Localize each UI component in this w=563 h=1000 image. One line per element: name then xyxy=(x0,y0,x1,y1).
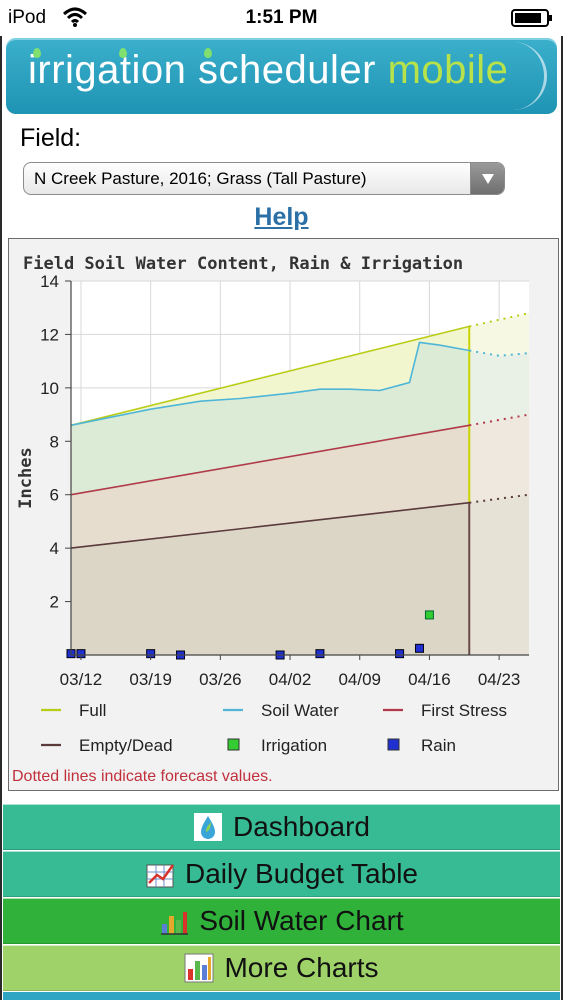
x-tick-label: 03/12 xyxy=(60,670,103,689)
chart-title: Field Soil Water Content, Rain & Irrigat… xyxy=(23,254,463,274)
more-charts-button[interactable]: More Charts xyxy=(3,945,560,991)
legend-swatch xyxy=(227,738,240,751)
band-full-to-soil xyxy=(71,326,470,426)
empty-dead-forecast-line xyxy=(469,493,530,504)
empty-dead-line xyxy=(70,501,470,549)
field-select-value: N Creek Pasture, 2016; Grass (Tall Pastu… xyxy=(34,169,367,188)
banner-swoosh xyxy=(507,42,547,110)
field-label: Field: xyxy=(20,124,82,152)
x-tick-label: 03/19 xyxy=(129,670,172,689)
soil-water-chart-button[interactable]: Soil Water Chart xyxy=(3,898,560,944)
app-title: irrigation scheduler mobile xyxy=(28,48,508,93)
app-banner: irrigation scheduler mobile xyxy=(6,38,557,114)
rain-marker xyxy=(414,643,424,653)
x-tick-label: 03/26 xyxy=(199,670,242,689)
bottom-strip xyxy=(3,992,560,1000)
chart-svg: Field Soil Water Content, Rain & Irrigat… xyxy=(16,254,530,755)
bar-chart-icon xyxy=(161,912,189,935)
water-drop-icon xyxy=(119,48,127,58)
daily-budget-table-button[interactable]: Daily Budget Table xyxy=(3,851,560,897)
app-header: irrigation scheduler mobile xyxy=(0,36,563,120)
legend-label: Empty/Dead xyxy=(79,736,173,755)
dashboard-label: Dashboard xyxy=(233,811,370,842)
forecast-band-stress xyxy=(469,414,529,503)
rain-marker xyxy=(315,649,325,659)
full-line xyxy=(70,325,470,427)
daily-budget-table-label: Daily Budget Table xyxy=(185,858,418,889)
first-stress-forecast-line xyxy=(469,413,530,427)
forecast-band-empty xyxy=(469,494,529,655)
y-axis-label: Inches xyxy=(16,447,36,508)
soil-water-forecast-line xyxy=(469,349,530,357)
chevron-down-icon[interactable] xyxy=(470,163,504,194)
y-tick-label: 14 xyxy=(40,272,59,291)
legend-label: Soil Water xyxy=(261,701,339,720)
carrier-name: iPod xyxy=(8,7,47,28)
forecast-band-soil xyxy=(469,350,529,426)
soil-water-chart: Field Soil Water Content, Rain & Irrigat… xyxy=(8,238,559,791)
legend-label: First Stress xyxy=(421,701,507,720)
app-title-accent: mobile xyxy=(387,48,509,92)
battery-icon xyxy=(511,9,552,27)
x-tick-label: 04/23 xyxy=(478,670,521,689)
soil-water-line xyxy=(70,341,470,427)
irrigation-marker xyxy=(424,610,434,620)
water-drop-icon xyxy=(33,48,41,58)
table-chart-icon xyxy=(146,864,175,888)
band-stress-to-empty xyxy=(71,425,470,549)
dashboard-button[interactable]: Dashboard xyxy=(3,804,560,850)
legend-label: Rain xyxy=(421,736,456,755)
chart-footnote: Dotted lines indicate forecast values. xyxy=(12,768,273,785)
y-tick-label: 4 xyxy=(50,539,59,558)
band-soil-to-stress xyxy=(71,342,470,495)
more-charts-label: More Charts xyxy=(224,952,379,983)
status-bar: iPod 1:51 PM xyxy=(0,0,563,36)
legend-swatch xyxy=(387,738,400,751)
soil-water-chart-label: Soil Water Chart xyxy=(199,905,404,936)
rain-marker xyxy=(395,649,405,659)
water-drop-icon xyxy=(194,813,222,841)
y-tick-label: 10 xyxy=(40,379,59,398)
y-tick-label: 12 xyxy=(40,325,59,344)
field-select[interactable]: N Creek Pasture, 2016; Grass (Tall Pastu… xyxy=(23,162,505,195)
x-tick-label: 04/02 xyxy=(269,670,312,689)
y-tick-label: 6 xyxy=(50,486,59,505)
legend-label: Irrigation xyxy=(261,736,327,755)
clock: 1:51 PM xyxy=(245,7,318,28)
help-link[interactable]: Help xyxy=(254,203,309,231)
charts-icon xyxy=(184,953,214,983)
y-tick-label: 8 xyxy=(50,432,59,451)
app-title-main: irrigation scheduler xyxy=(28,48,376,92)
full-forecast-line xyxy=(469,312,530,328)
page-frame xyxy=(0,120,563,1000)
band-empty-to-zero xyxy=(71,502,470,655)
legend-label: Full xyxy=(79,701,106,720)
water-drop-icon xyxy=(204,48,212,58)
x-tick-label: 04/16 xyxy=(408,670,451,689)
wifi-icon xyxy=(62,7,88,27)
first-stress-line xyxy=(70,424,470,496)
y-tick-label: 2 xyxy=(50,593,59,612)
x-tick-label: 04/09 xyxy=(338,670,381,689)
